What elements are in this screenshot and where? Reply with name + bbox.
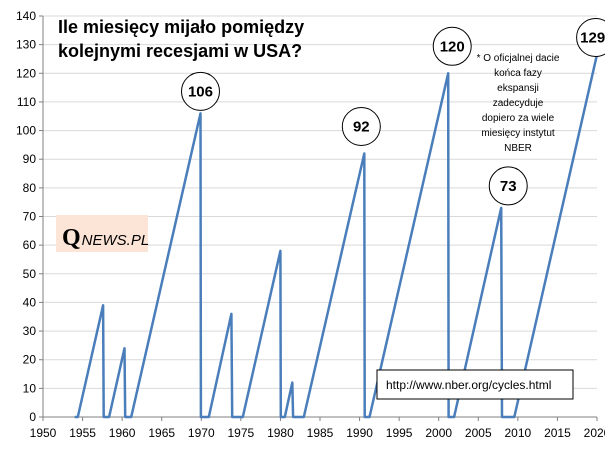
- y-tick-labels: 0 10 20 30 40 50 60 70 80 90 100 110 120 130 140: [16, 9, 36, 424]
- x-tick-label-2005: 2005: [465, 426, 492, 440]
- title-line-2: kolejnymi recesjami w USA?: [58, 41, 302, 61]
- logo-background: [56, 215, 148, 252]
- y-tick-label-10: 10: [23, 381, 37, 395]
- y-tick-label-50: 50: [23, 267, 37, 281]
- x-tick-label-1995: 1995: [386, 426, 413, 440]
- x-tick-label-2000: 2000: [425, 426, 452, 440]
- x-tick-label-1950: 1950: [30, 426, 57, 440]
- footnote-line-5: dopiero za wiele: [482, 113, 555, 124]
- peak-badge-label-120: 120: [440, 38, 465, 55]
- y-tick-label-30: 30: [23, 324, 37, 338]
- y-tick-label-90: 90: [23, 152, 37, 166]
- x-tick-label-1985: 1985: [307, 426, 334, 440]
- peak-badge-circle-120: [432, 26, 472, 66]
- x-tick-label-1955: 1955: [69, 426, 96, 440]
- peak-badges: 106 92 120 73 129*: [180, 18, 605, 206]
- peak-badge-label-106: 106: [188, 83, 213, 100]
- y-tick-label-70: 70: [23, 210, 37, 224]
- y-tick-label-130: 130: [16, 38, 36, 52]
- x-tick-label-1990: 1990: [346, 426, 373, 440]
- x-tick-label-2015: 2015: [544, 426, 571, 440]
- url-text: http://www.nber.org/cycles.html: [386, 378, 551, 392]
- title-line-1: Ile miesięcy mijało pomiędzy: [58, 17, 304, 37]
- x-tick-label-2010: 2010: [505, 426, 532, 440]
- logo-text: QNEWS.PL: [62, 225, 149, 251]
- x-tick-label-1960: 1960: [109, 426, 136, 440]
- y-tick-label-110: 110: [17, 95, 36, 109]
- footnote-line-1: * O oficjalnej dacie: [477, 53, 560, 64]
- y-tick-label-140: 140: [16, 9, 36, 23]
- series-line-0: [74, 47, 600, 419]
- y-tick-label-40: 40: [23, 295, 37, 309]
- x-tick-label-1975: 1975: [228, 426, 255, 440]
- chart-title: Ile miesięcy mijało pomiędzy kolejnymi r…: [58, 17, 304, 61]
- series: [74, 47, 600, 419]
- footnote: * O oficjalnej dacie końca fazy ekspansj…: [477, 53, 560, 154]
- x-tick-label-2020: 2020: [584, 426, 605, 440]
- grid: [43, 15, 597, 389]
- x-tick-label-1970: 1970: [188, 426, 215, 440]
- peak-badge-circle-106: [180, 71, 220, 111]
- url-box: http://www.nber.org/cycles.html: [376, 369, 574, 400]
- peak-badge-circle-73: [488, 166, 528, 206]
- footnote-line-3: ekspansji: [497, 83, 539, 94]
- y-tick-label-100: 100: [16, 124, 36, 138]
- footnote-line-7: NBER: [504, 143, 532, 154]
- x-tick-label-1980: 1980: [267, 426, 294, 440]
- logo: QNEWS.PL: [56, 215, 149, 252]
- y-tick-label-20: 20: [23, 353, 37, 367]
- peak-badge-label-129*: 129*: [580, 30, 605, 47]
- peak-badge-label-92: 92: [353, 118, 370, 135]
- x-tick-labels: 1950 1955 1960 1965 1970 1975 1980 1985 1990 1995…: [30, 426, 605, 440]
- y-tick-label-120: 120: [16, 66, 36, 80]
- peak-badge-label-73: 73: [500, 178, 517, 195]
- y-tick-label-80: 80: [23, 181, 37, 195]
- y-tick-label-0: 0: [29, 410, 36, 424]
- peak-badge-circle-92: [341, 106, 381, 146]
- footnote-line-4: zadecyduje: [493, 98, 544, 109]
- footnote-line-6: miesięcy instytut: [481, 128, 555, 139]
- x-tick-label-1965: 1965: [148, 426, 175, 440]
- peak-badge-circle-129*: [576, 18, 605, 58]
- y-tick-label-60: 60: [23, 238, 37, 252]
- url-box-frame: [376, 369, 574, 400]
- footnote-line-2: końca fazy: [494, 68, 542, 79]
